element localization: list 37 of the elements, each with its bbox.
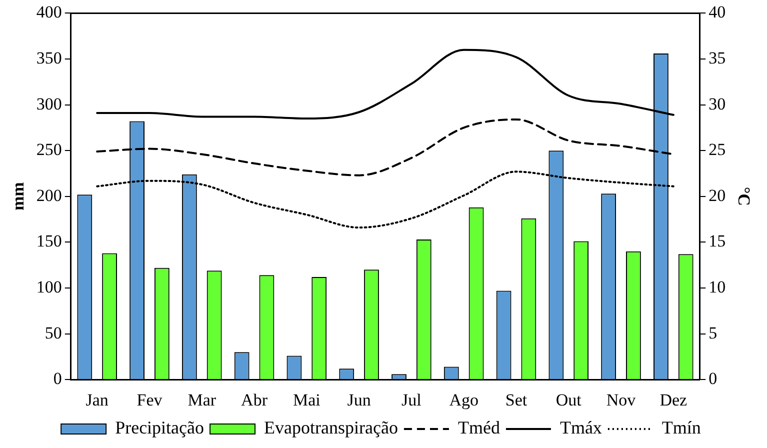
x-tick-label: Mar [188, 390, 216, 410]
y2-tick-label: 15 [708, 232, 726, 251]
y-axis-title: mm [8, 182, 28, 211]
y2-tick-label: 35 [708, 48, 726, 68]
y2-tick-label: 25 [708, 140, 726, 160]
legend-label: Evapotranspiração [264, 418, 398, 438]
x-tick-label: Out [556, 390, 582, 410]
y-tick-label: 350 [36, 48, 62, 68]
legend-label: Precipitação [115, 418, 204, 438]
legend-label: Tmáx [560, 418, 602, 438]
y2-tick-label: 30 [708, 94, 726, 114]
x-tick-label: Fev [136, 390, 163, 410]
y2-tick-label: 20 [708, 186, 726, 205]
x-tick-label: Jan [86, 390, 109, 410]
y-tick-label: 100 [36, 277, 62, 296]
y2-axis-title: °C [734, 186, 754, 206]
x-tick-label: Ago [449, 390, 478, 410]
y2-tick-label: 0 [708, 369, 718, 388]
y2-tick-label: 10 [708, 277, 726, 296]
x-tick-label: Jun [347, 390, 372, 410]
x-tick-label: Set [505, 390, 528, 410]
y-tick-label: 150 [36, 232, 62, 251]
y2-tick-label: 5 [708, 323, 718, 342]
y-tick-label: 250 [36, 140, 62, 160]
legend-label: Tmín [662, 418, 701, 438]
y2-tick-label: 40 [708, 2, 726, 22]
legend-label: Tméd [458, 418, 500, 438]
y-tick-label: 300 [36, 94, 62, 114]
y-tick-label: 50 [44, 323, 62, 342]
y-tick-label: 200 [36, 186, 62, 205]
x-tick-label: Jul [402, 390, 422, 410]
x-tick-label: Nov [606, 390, 636, 410]
y-tick-label: 0 [53, 369, 62, 388]
x-tick-label: Dez [660, 390, 688, 410]
y-tick-label: 400 [36, 2, 62, 22]
x-tick-label: Mai [292, 390, 321, 410]
x-tick-label: Abr [241, 390, 268, 410]
